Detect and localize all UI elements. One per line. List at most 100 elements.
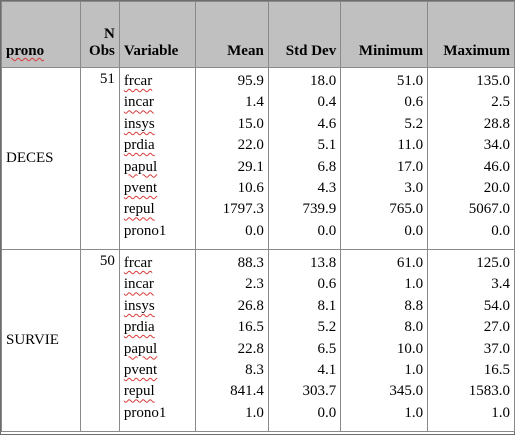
- mean-value: 0.0: [245, 222, 264, 239]
- variable-name: repul: [124, 199, 192, 220]
- std-dev-value: 0.0: [317, 222, 337, 239]
- maximum-value: 27.0: [483, 319, 510, 336]
- variable-name: prdia: [124, 317, 192, 338]
- std-dev-value: 18.0: [309, 73, 337, 89]
- minimum-value: 17.0: [396, 158, 424, 175]
- maximum-value: 28.8: [483, 115, 510, 132]
- group-row: SURVIE 50 frcar incar insys prdia papul pvent re…: [1, 249, 515, 432]
- maximum-value: 34.0: [483, 137, 510, 154]
- maximum-value: 0.0: [491, 222, 510, 239]
- minimum-value: 0.6: [404, 94, 424, 111]
- variable-label: repul: [123, 383, 155, 400]
- std-dev-value: 13.8: [309, 255, 337, 271]
- variable-name: repul: [124, 381, 192, 402]
- std-dev-value: 6.5: [317, 340, 337, 357]
- minimum-value: 5.2: [404, 115, 424, 132]
- mean-value-column: 95.9 1.4 15.0 22.0 29.1 10.6 1797.3 0.0: [195, 67, 269, 250]
- maximum-value: 16.5: [483, 361, 510, 378]
- variable-label: insys: [123, 115, 155, 132]
- variable-name-column: frcar incar insys prdia papul pvent repul prono…: [118, 249, 197, 432]
- header-variable: Variable: [118, 1, 197, 68]
- variable-label: prdia: [123, 137, 155, 154]
- mean-value: 1.4: [245, 94, 264, 111]
- minimum-value: 1.0: [404, 404, 424, 421]
- std-dev-value: 8.1: [317, 297, 337, 314]
- header-prono: prono: [1, 1, 81, 68]
- table-body: DECES 51 frcar incar insys prdia papul pvent rep…: [1, 67, 515, 432]
- minimum-value: 345.0: [389, 383, 424, 400]
- header-row: prono N Obs Variable Mean Std Dev Minimu…: [1, 1, 515, 68]
- std-dev-value: 0.4: [317, 94, 337, 111]
- minimum-value: 61.0: [396, 255, 424, 271]
- variable-name: pvent: [124, 360, 192, 381]
- variable-name: prdia: [124, 135, 192, 156]
- variable-label: incar: [123, 276, 154, 293]
- minimum-value: 3.0: [404, 179, 424, 196]
- maximum-value: 54.0: [483, 297, 510, 314]
- std-dev-value: 0.6: [317, 276, 337, 293]
- variable-label: insys: [123, 297, 155, 314]
- mean-value: 26.8: [237, 297, 264, 314]
- header-n-line2: Obs: [89, 43, 115, 59]
- maximum-value: 37.0: [483, 340, 510, 357]
- mean-value: 841.4: [230, 383, 264, 400]
- variable-label: papul: [123, 158, 158, 175]
- std-dev-value: 303.7: [302, 383, 337, 400]
- minimum-value: 10.0: [396, 340, 424, 357]
- variable-label: frcar: [123, 255, 153, 271]
- variable-name: incar: [124, 92, 192, 113]
- mean-value: 22.8: [237, 340, 264, 357]
- maximum-value-column: 135.0 2.5 28.8 34.0 46.0 20.0 5067.0 0.0: [427, 67, 515, 250]
- maximum-value: 1583.0: [468, 383, 510, 400]
- variable-name: frcar: [124, 71, 192, 92]
- variable-name-column: frcar incar insys prdia papul pvent repul prono…: [118, 67, 197, 250]
- variable-name: prono1: [123, 222, 167, 239]
- mean-value: 22.0: [237, 137, 264, 154]
- minimum-value: 765.0: [389, 201, 424, 218]
- header-mean: Mean: [195, 1, 269, 68]
- mean-value: 88.3: [237, 255, 264, 271]
- minimum-value: 8.8: [404, 297, 424, 314]
- minimum-value-column: 51.0 0.6 5.2 11.0 17.0 3.0 765.0 0.0: [340, 67, 429, 250]
- mean-value: 95.9: [237, 73, 264, 89]
- std-dev-value: 739.9: [302, 201, 337, 218]
- variable-label: repul: [123, 201, 155, 218]
- maximum-value: 5067.0: [468, 201, 510, 218]
- variable-label: papul: [123, 340, 158, 357]
- group-label: DECES: [1, 67, 81, 250]
- mean-value: 1797.3: [222, 201, 264, 218]
- variable-label: pvent: [123, 361, 158, 378]
- minimum-value: 51.0: [396, 73, 424, 89]
- minimum-value: 1.0: [404, 276, 424, 293]
- variable-name: insys: [124, 114, 192, 135]
- mean-value: 8.3: [245, 361, 264, 378]
- variable-name: pvent: [124, 178, 192, 199]
- header-maximum: Maximum: [427, 1, 515, 68]
- minimum-value: 8.0: [404, 319, 424, 336]
- mean-value: 16.5: [237, 319, 264, 336]
- variable-label: incar: [123, 94, 154, 111]
- header-n-line1: N: [104, 26, 115, 42]
- header-n-obs: N Obs: [79, 1, 120, 68]
- std-dev-value: 5.2: [317, 319, 337, 336]
- mean-value: 15.0: [237, 115, 264, 132]
- maximum-value-column: 125.0 3.4 54.0 27.0 37.0 16.5 1583.0 1.0: [427, 249, 515, 432]
- header-std-dev: Std Dev: [267, 1, 342, 68]
- group-label: SURVIE: [1, 249, 81, 432]
- std-dev-value: 4.3: [317, 179, 337, 196]
- minimum-value: 1.0: [404, 361, 424, 378]
- std-dev-value: 5.1: [317, 137, 337, 154]
- variable-label: pvent: [123, 179, 158, 196]
- mean-value: 10.6: [237, 179, 264, 196]
- minimum-value-column: 61.0 1.0 8.8 8.0 10.0 1.0 345.0 1.0: [340, 249, 429, 432]
- mean-value: 1.0: [245, 404, 264, 421]
- minimum-value: 11.0: [397, 137, 424, 154]
- variable-label: prdia: [123, 319, 155, 336]
- maximum-value: 1.0: [491, 404, 510, 421]
- maximum-value: 20.0: [483, 179, 510, 196]
- maximum-value: 3.4: [491, 276, 510, 293]
- std-dev-value-column: 13.8 0.6 8.1 5.2 6.5 4.1 303.7 0.0: [267, 249, 342, 432]
- std-dev-value: 6.8: [317, 158, 337, 175]
